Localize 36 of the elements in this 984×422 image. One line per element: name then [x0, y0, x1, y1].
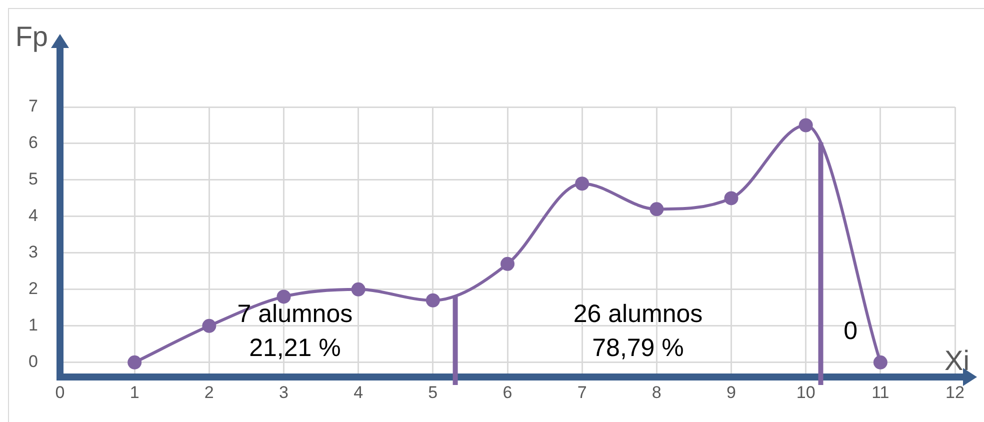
point — [426, 293, 440, 308]
point — [724, 191, 738, 206]
x-tick-label: 11 — [872, 382, 890, 402]
point — [575, 176, 590, 191]
x-tick-label: 10 — [796, 382, 816, 402]
annotation: 26 alumnos 78,79 % — [573, 300, 703, 362]
y-tick-label: 4 — [28, 206, 38, 226]
point — [650, 202, 664, 216]
y-tick-label: 0 — [28, 352, 38, 372]
point — [276, 290, 291, 304]
point — [351, 282, 366, 296]
x-tick-label: 9 — [726, 382, 736, 402]
y-tick-label: 5 — [28, 170, 38, 189]
x-tick-label: 8 — [652, 382, 662, 402]
x-tick-label: 0 — [55, 382, 65, 402]
x-tick-label: 2 — [204, 382, 214, 402]
point — [128, 355, 142, 370]
point — [798, 118, 813, 132]
x-axis-title: Xi — [944, 345, 970, 376]
point — [873, 355, 888, 370]
x-tick-label: 3 — [279, 382, 288, 402]
annotation: 0 — [844, 316, 858, 345]
y-tick-label: 1 — [28, 316, 38, 335]
point — [202, 318, 216, 333]
x-tick-label: 4 — [354, 382, 364, 402]
x-tick-label: 6 — [502, 382, 512, 402]
x-tick-label: 7 — [577, 382, 587, 402]
y-tick-label: 7 — [28, 96, 38, 116]
y-tick-label: 3 — [28, 242, 38, 262]
y-axis-title: Fp — [15, 21, 48, 52]
x-tick-label: 1 — [130, 382, 140, 402]
y-tick-label: 2 — [28, 279, 38, 298]
x-tick-label: 5 — [428, 382, 438, 402]
x-tick-label: 12 — [946, 382, 964, 402]
y-tick-label: 6 — [28, 133, 38, 152]
point — [500, 256, 514, 271]
